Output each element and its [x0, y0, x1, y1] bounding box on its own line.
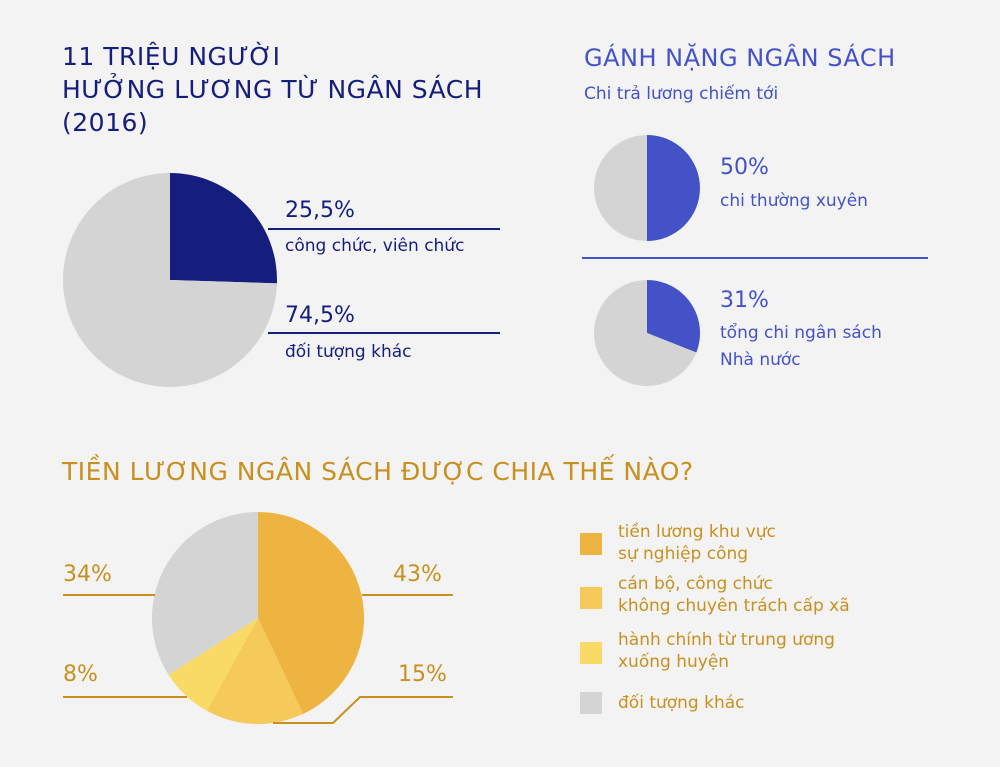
pie-slice-1: [63, 173, 277, 387]
legend-commune-staff: cán bộ, công chức không chuyên trách cấp …: [618, 574, 850, 616]
leader-line: [273, 696, 453, 724]
pie-slice-0: [170, 173, 278, 284]
label-15: 15%: [398, 662, 447, 687]
title-people: 11 TRIỆU NGƯỜI HƯỞNG LƯƠNG TỪ NGÂN SÁCH …: [62, 40, 483, 139]
title-salary-split: TIỀN LƯƠNG NGÂN SÁCH ĐƯỢC CHIA THẾ NÀO?: [62, 457, 694, 486]
label-74-5: 74,5%: [285, 303, 355, 328]
label-others: đối tượng khác: [285, 342, 412, 362]
label-civil-servants: công chức, viên chức: [285, 236, 465, 256]
legend-swatch: [580, 533, 602, 555]
legend-others: đối tượng khác: [618, 693, 745, 713]
label-50: 50%: [720, 155, 769, 180]
pie-people: [63, 173, 278, 387]
legend-public-service: tiền lương khu vực sự nghiệp công: [618, 522, 776, 564]
pie-slice-1: [594, 280, 697, 386]
title-line: HƯỞNG LƯƠNG TỪ NGÂN SÁCH: [62, 75, 484, 104]
pie-regular-spending: [594, 135, 700, 241]
pie-slice-0: [258, 512, 365, 714]
pie-slice-2: [168, 618, 258, 711]
pie-slice-1: [594, 135, 647, 241]
label-31: 31%: [720, 288, 769, 313]
title-budget-burden: GÁNH NẶNG NGÂN SÁCH: [584, 44, 896, 72]
subtitle-budget: Chi trả lương chiếm tới: [584, 84, 779, 104]
legend-swatch: [580, 642, 602, 664]
pie-salary-split: [151, 512, 365, 724]
legend-swatch: [580, 692, 602, 714]
title-line: (2016): [62, 108, 149, 137]
label-25-5: 25,5%: [285, 198, 355, 223]
title-line: 11 TRIỆU NGƯỜI: [62, 42, 281, 71]
label-8: 8%: [63, 662, 98, 687]
label-43: 43%: [393, 562, 442, 587]
legend-administration: hành chính từ trung ương xuống huyện: [618, 630, 835, 672]
label-total-budget-2: Nhà nước: [720, 350, 801, 370]
pie-slice-0: [647, 135, 700, 241]
legend-swatch: [580, 587, 602, 609]
pie-slice-3: [151, 512, 258, 675]
pie-slice-0: [647, 280, 700, 353]
label-regular-spending: chi thường xuyên: [720, 191, 868, 211]
label-34: 34%: [63, 562, 112, 587]
pie-total-budget: [594, 280, 700, 386]
label-total-budget-1: tổng chi ngân sách: [720, 323, 882, 343]
pie-slice-1: [206, 618, 304, 724]
